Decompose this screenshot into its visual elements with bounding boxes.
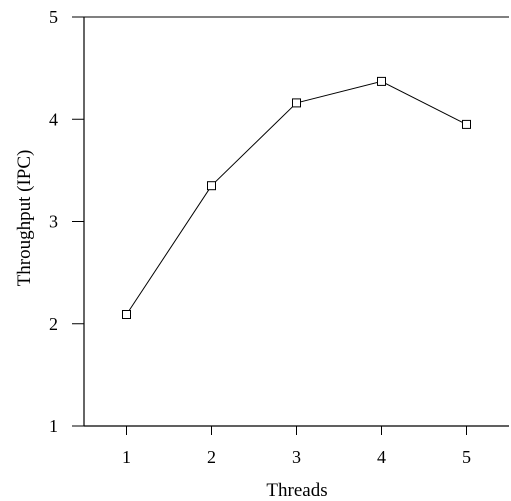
- series-line: [126, 80, 467, 315]
- x-tick-label: 2: [207, 447, 216, 467]
- y-axis-title: Throughput (IPC): [14, 150, 35, 287]
- y-tick-label: 3: [49, 212, 58, 232]
- data-point: [122, 310, 131, 319]
- y-tick-label: 4: [49, 109, 58, 129]
- series-layer: [122, 76, 471, 319]
- plot-frame: [83, 16, 509, 427]
- x-tick-label: 1: [122, 447, 131, 467]
- x-axis-title: Threads: [266, 480, 327, 501]
- x-tick-label: 4: [377, 447, 386, 467]
- data-point: [462, 119, 471, 129]
- x-tick-label: 3: [292, 447, 301, 467]
- y-tick-label: 5: [49, 7, 58, 27]
- y-tick-label: 2: [49, 314, 58, 334]
- x-tick-label: 5: [462, 447, 471, 467]
- x-axis: 1 2 3 4 5: [122, 426, 471, 467]
- y-axis: 1 2 3 4 5: [49, 7, 84, 436]
- data-point: [292, 98, 301, 108]
- data-point: [377, 76, 386, 86]
- y-tick-label: 1: [49, 416, 58, 436]
- data-point: [207, 181, 216, 191]
